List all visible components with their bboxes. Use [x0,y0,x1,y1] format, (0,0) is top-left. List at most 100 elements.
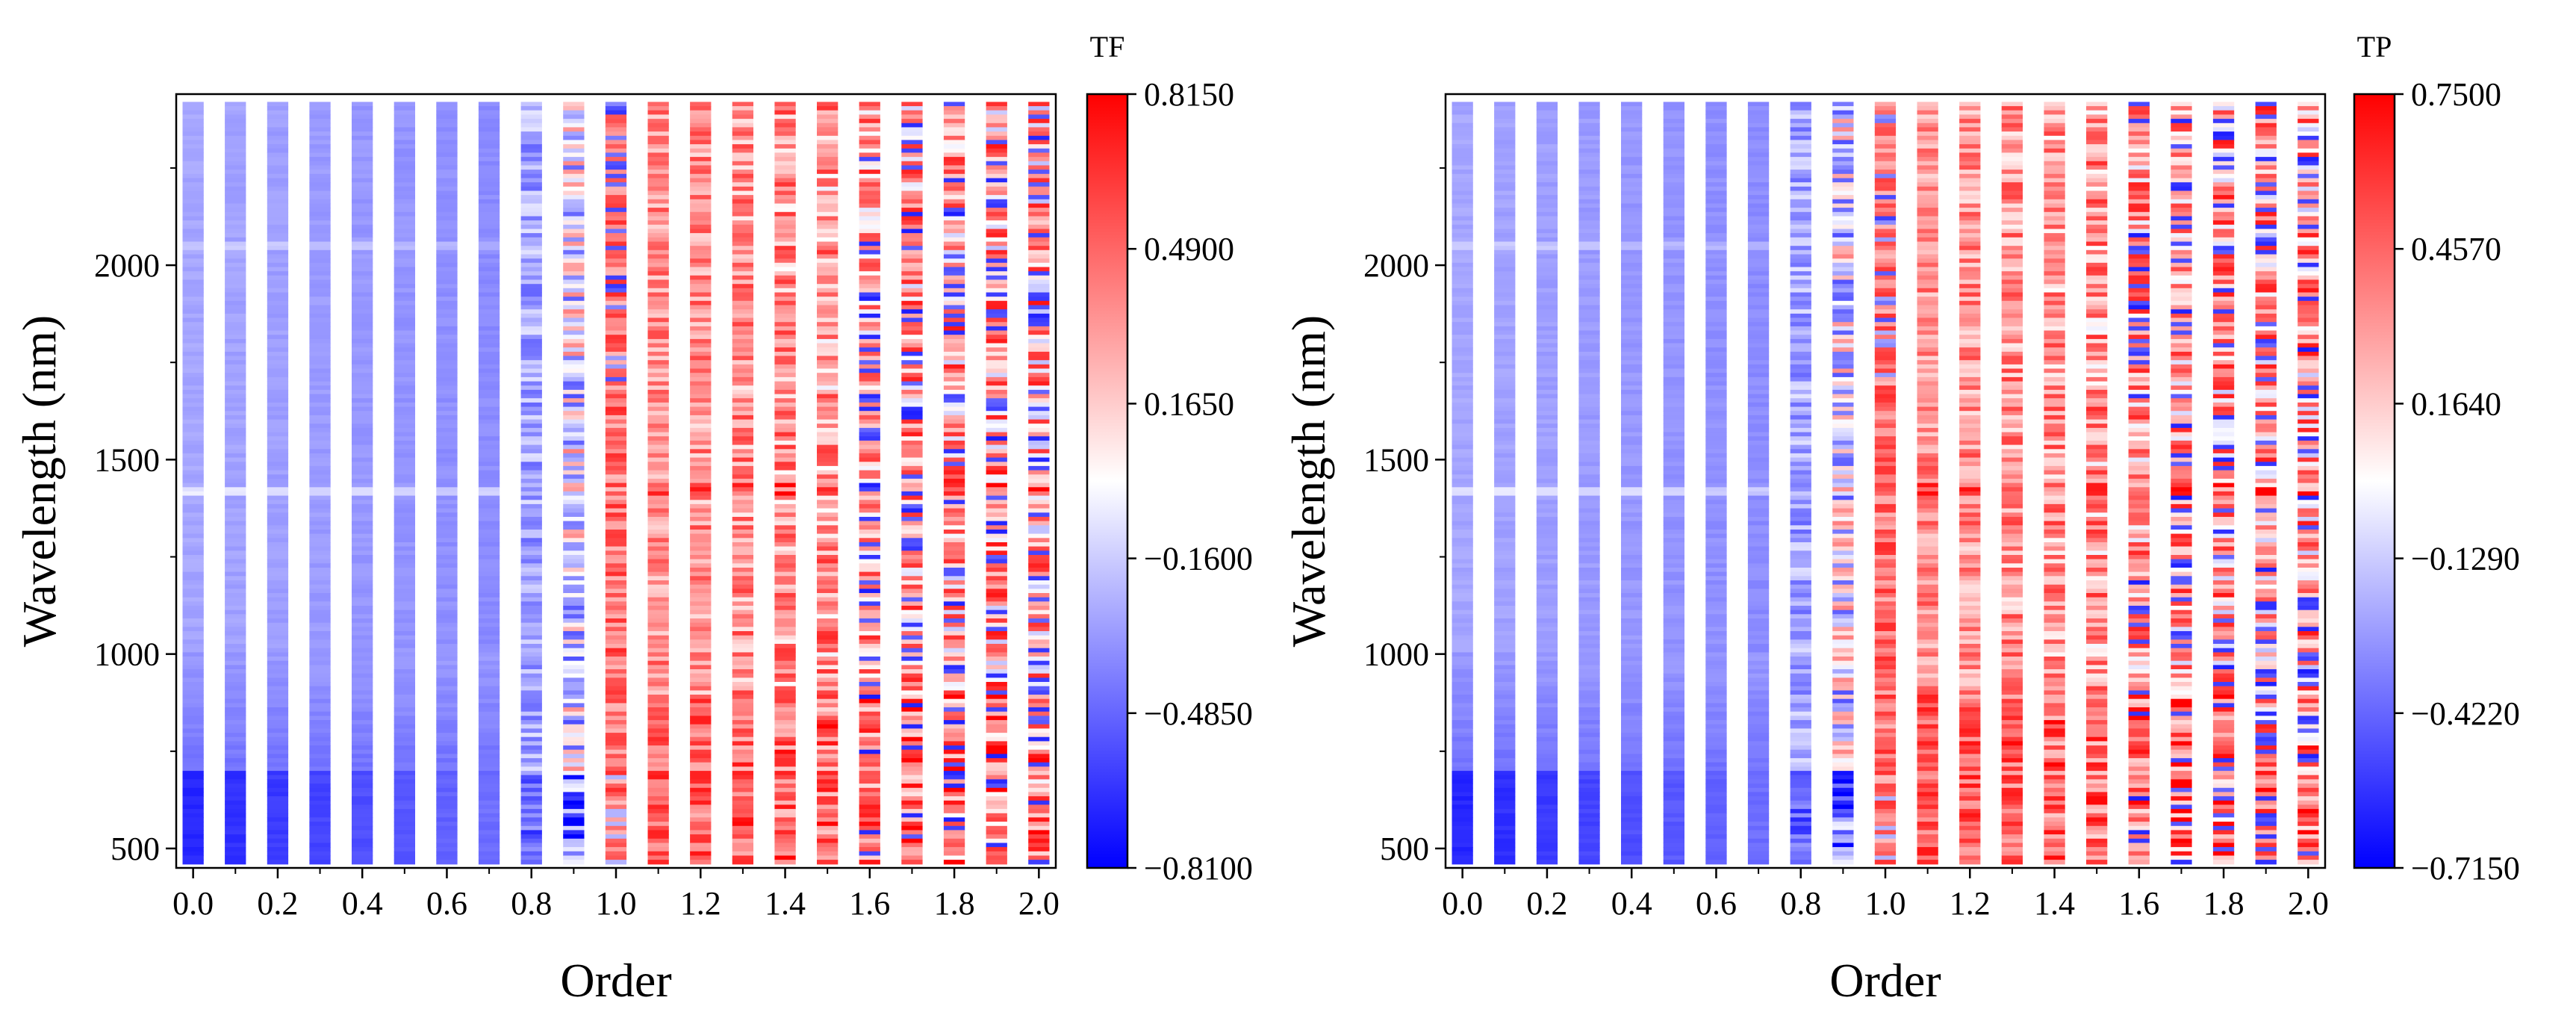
heat-cell [1578,309,1600,314]
heat-cell [436,186,458,192]
heat-cell [267,749,289,754]
heat-cell [690,478,712,484]
heat-cell [309,406,331,412]
heat-cell [647,847,669,852]
heat-cell [436,635,458,640]
heat-cell [352,597,373,602]
heat-cell [1663,559,1684,564]
heat-cell [1621,855,1643,860]
heat-cell [267,127,289,132]
heat-cell [1494,203,1516,208]
heat-cell [393,571,415,577]
heat-cell [986,834,1007,840]
heat-cell [478,106,500,111]
heat-cell [1663,262,1684,268]
heat-cell [436,758,458,763]
heat-cell [901,106,923,111]
heat-cell [732,584,753,589]
heat-cell [1621,673,1643,678]
heat-cell [732,758,753,763]
heat-cell [774,838,796,844]
heat-cell [859,749,880,754]
heat-cell [774,182,796,187]
heat-cell [690,495,712,500]
heat-cell [1494,830,1516,835]
heat-cell [1452,796,1473,801]
heat-cell [478,491,500,497]
heat-cell [1494,766,1516,772]
heat-cell [1578,749,1600,754]
heat-cell [901,657,923,662]
heat-cell [732,860,753,865]
heat-cell [1621,211,1643,217]
heat-cell [352,436,373,441]
heat-cell [943,419,965,424]
heat-cell [393,860,415,865]
heat-cell [986,152,1007,158]
heat-cell [901,589,923,594]
heat-cell [817,703,839,708]
heat-cell [478,343,500,348]
heat-cell [352,822,373,827]
heat-cell [1536,724,1558,729]
heat-cell [182,220,204,226]
heat-cell [986,419,1007,424]
heat-cell [1621,525,1643,530]
heat-cell [1028,741,1050,746]
heat-cell [943,635,965,640]
heat-cell [352,368,373,373]
heat-cell [1536,288,1558,294]
heat-cell [563,495,585,500]
heat-cell [1621,618,1643,624]
heat-cell [1578,665,1600,670]
heat-cell [605,284,627,289]
heat-cell [225,851,246,857]
heat-cell [520,271,542,276]
heat-cell [182,351,204,357]
heat-cell [1578,635,1600,640]
heat-cell [1578,843,1600,848]
heat-cell [732,292,753,297]
heat-cell [774,517,796,522]
heat-cell [690,525,712,530]
heat-cell [478,533,500,539]
heat-cell [520,542,542,547]
heat-cell [393,525,415,530]
heat-cell [182,707,204,713]
heat-cell [690,224,712,230]
heat-cell [267,186,289,192]
heat-cell [1028,538,1050,543]
heat-cell [1621,563,1643,568]
heat-cell [1028,695,1050,700]
heat-cell [1705,127,1727,132]
heat-cell [1452,195,1473,200]
heat-cell [1621,584,1643,589]
heat-cell [436,665,458,670]
heat-cell [605,665,627,670]
heat-cell [1578,538,1600,543]
heat-cell [267,736,289,742]
heat-cell [1452,775,1473,780]
heat-cell [1028,698,1050,704]
heat-cell [393,639,415,645]
heat-cell [1028,521,1050,526]
heat-cell [563,102,585,107]
heat-cell [352,690,373,695]
heat-cell [817,483,839,488]
heat-cell [478,135,500,141]
heat-cell [901,762,923,767]
heat-cell [817,525,839,530]
heat-cell [1028,627,1050,632]
heat-cell [267,825,289,831]
heat-cell [225,394,246,399]
heat-cell [225,736,246,742]
heat-cell [393,686,415,691]
heat-cell [563,411,585,416]
heat-cell [520,796,542,801]
heat-cell [986,855,1007,860]
heat-cell [309,787,331,793]
heat-cell [1578,284,1600,289]
heat-cell [520,609,542,615]
heat-cell [1452,698,1473,704]
heat-cell [732,559,753,564]
